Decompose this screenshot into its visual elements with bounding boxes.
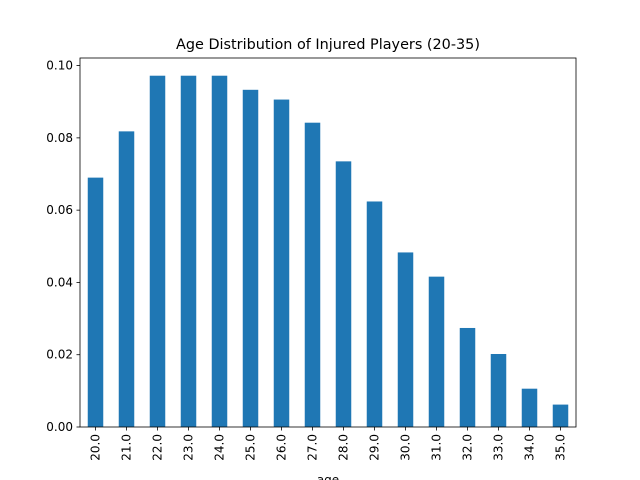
bar-20.0 <box>87 177 104 427</box>
bar-32.0 <box>459 327 476 427</box>
bar-26.0 <box>273 99 290 427</box>
bar-35.0 <box>552 404 569 427</box>
bar-24.0 <box>211 75 228 427</box>
plot-frame <box>79 57 577 428</box>
y-tick-label: 0.06 <box>46 203 73 217</box>
bar-28.0 <box>335 161 352 427</box>
y-tick-label: 0.00 <box>46 420 73 434</box>
bar-21.0 <box>118 131 135 427</box>
bar-33.0 <box>490 353 507 427</box>
x-tick-label: 31.0 <box>430 434 444 461</box>
x-tick-label: 20.0 <box>89 434 103 461</box>
y-tick-label: 0.04 <box>46 275 73 289</box>
bar-31.0 <box>428 276 445 427</box>
x-tick-label: 30.0 <box>399 434 413 461</box>
x-tick-label: 21.0 <box>120 434 134 461</box>
x-axis: 20.0 21.0 22.0 23.0 24.0 25.0 26.0 27.0 28.0 29.0… <box>89 427 568 461</box>
x-tick-label: 35.0 <box>554 434 568 461</box>
bar-23.0 <box>180 75 197 427</box>
x-tick-label: 27.0 <box>306 434 320 461</box>
bars-group <box>87 75 569 428</box>
x-tick-label: 32.0 <box>461 434 475 461</box>
x-tick-label: 28.0 <box>337 434 351 461</box>
x-tick-label: 22.0 <box>151 434 165 461</box>
chart-title: Age Distribution of Injured Players (20-… <box>176 37 480 53</box>
bar-25.0 <box>242 89 259 428</box>
x-tick-label: 34.0 <box>523 434 537 461</box>
x-tick-label: 29.0 <box>368 434 382 461</box>
bar-29.0 <box>366 201 383 427</box>
x-tick-label: 25.0 <box>244 434 258 461</box>
x-axis-label: age <box>317 473 339 480</box>
y-axis: 0.00 0.02 0.04 0.06 0.08 0.10 <box>46 59 80 434</box>
x-tick-label: 24.0 <box>213 434 227 461</box>
bar-27.0 <box>304 122 321 428</box>
bar-22.0 <box>149 75 166 427</box>
bar-34.0 <box>521 388 538 427</box>
y-tick-label: 0.10 <box>46 59 73 73</box>
y-tick-label: 0.02 <box>46 348 73 362</box>
bar-30.0 <box>397 252 414 427</box>
y-tick-label: 0.08 <box>46 131 73 145</box>
x-tick-label: 26.0 <box>275 434 289 461</box>
x-tick-label: 33.0 <box>492 434 506 461</box>
x-tick-label: 23.0 <box>182 434 196 461</box>
